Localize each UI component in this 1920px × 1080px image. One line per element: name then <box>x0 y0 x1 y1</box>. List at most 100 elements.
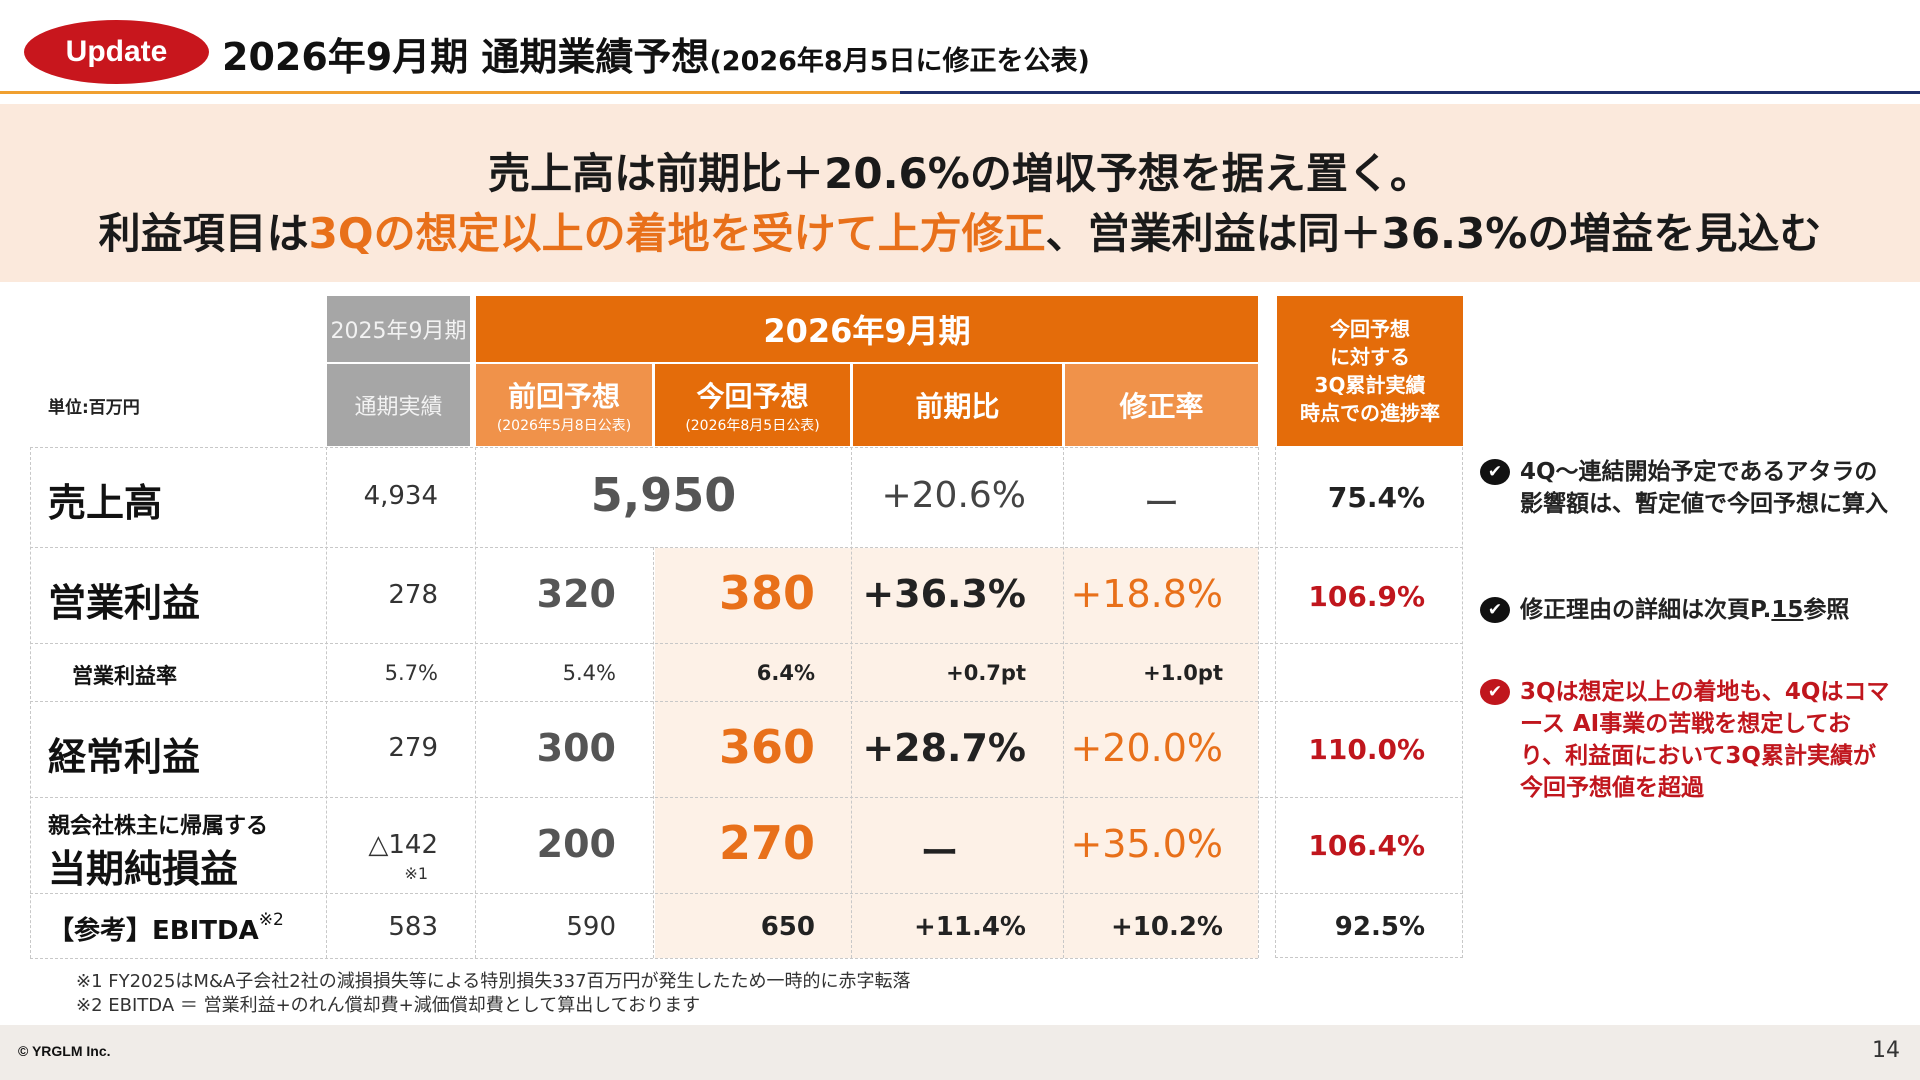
check-icon: ✔ <box>1480 679 1510 705</box>
check-icon: ✔ <box>1480 459 1510 485</box>
ordinary-progress: 110.0% <box>1308 733 1425 766</box>
key-message-post: 、営業利益は同＋36.3%の増益を見込む <box>1045 209 1822 258</box>
note-item: ✔ 修正理由の詳細は次頁P.15参照 <box>1480 594 1849 626</box>
sales-progress: 75.4% <box>1327 481 1425 514</box>
header: Update 2026年9月期 通期業績予想(2026年8月5日に修正を公表) <box>0 0 1920 96</box>
row-divider <box>30 797 1463 798</box>
ebitda-actual: 583 <box>388 912 438 942</box>
note-text: 修正理由の詳細は次頁P.15参照 <box>1520 594 1849 626</box>
net-progress: 106.4% <box>1308 829 1425 862</box>
net-cur-forecast: 270 <box>718 816 815 870</box>
sales-yoy: +20.6% <box>881 475 1026 516</box>
ordinary-prev-forecast: 300 <box>536 726 616 770</box>
note-text-post: 参照 <box>1803 597 1850 623</box>
row-label-operating-profit: 営業利益 <box>48 581 201 625</box>
op-margin-yoy: +0.7pt <box>946 661 1026 685</box>
op-margin-revision: +1.0pt <box>1143 661 1223 685</box>
op-margin-prev: 5.4% <box>562 661 616 685</box>
col-header-cur-forecast-label: 今回予想 <box>696 380 809 413</box>
col-header-fy2026: 2026年9月期 <box>476 296 1258 362</box>
row-divider <box>30 643 1463 644</box>
footer-bar <box>0 1025 1920 1080</box>
row-divider <box>30 701 1463 702</box>
note-text-pre: 修正理由の詳細は次頁P. <box>1520 597 1772 623</box>
op-progress: 106.9% <box>1308 580 1425 613</box>
col-header-yoy: 前期比 <box>853 364 1062 446</box>
current-forecast-highlight <box>655 548 1258 958</box>
col-divider <box>851 447 852 958</box>
note-item: ✔ 4Q～連結開始予定であるアタラの影響額は、暫定値で今回予想に算入 <box>1480 456 1890 520</box>
sales-revision: ー <box>1143 484 1180 525</box>
row-divider <box>30 547 1463 548</box>
col-header-progress: 今回予想 に対する 3Q累計実績 時点での進捗率 <box>1277 296 1463 446</box>
ordinary-revision: +20.0% <box>1070 726 1223 770</box>
op-yoy: +36.3% <box>862 572 1026 616</box>
col-header-cur-forecast-date: (2026年8月5日公表) <box>685 418 820 434</box>
page-number: 14 <box>1872 1038 1900 1063</box>
copyright: © YRGLM Inc. <box>18 1043 111 1059</box>
key-message-highlight: 3Qの想定以上の着地を受けて上方修正 <box>308 209 1046 258</box>
footnote-2: ※2 EBITDA ＝ 営業利益+のれん償却費+減価償却費として算出しております <box>76 995 701 1016</box>
ordinary-actual: 279 <box>388 733 438 763</box>
page-title-sub: (2026年8月5日に修正を公表) <box>709 46 1090 77</box>
row-divider <box>30 958 1258 959</box>
op-prev-forecast: 320 <box>536 572 616 616</box>
col-header-revision-rate: 修正率 <box>1065 364 1258 446</box>
note-text: 3Qは想定以上の着地も、4Qはコマース AI事業の苦戦を想定しており、利益面にお… <box>1520 679 1890 801</box>
row-label-ordinary-profit: 経常利益 <box>48 735 201 779</box>
footnotes: ※1 FY2025はM&A子会社2社の減損損失等による特別損失337百万円が発生… <box>76 970 911 1018</box>
note-text: 4Q～連結開始予定であるアタラの影響額は、暫定値で今回予想に算入 <box>1520 459 1888 517</box>
net-yoy: ー <box>920 831 959 875</box>
col-header-prev-forecast: 前回予想 (2026年5月8日公表) <box>476 364 652 446</box>
op-revision: +18.8% <box>1070 572 1223 616</box>
net-prev-forecast: 200 <box>536 822 616 866</box>
col-header-prev-forecast-label: 前回予想 <box>507 380 620 413</box>
col-divider <box>326 447 327 958</box>
op-margin-cur: 6.4% <box>756 661 815 685</box>
ebitda-revision: +10.2% <box>1111 912 1223 942</box>
net-revision: +35.0% <box>1070 822 1223 866</box>
check-icon: ✔ <box>1480 597 1510 623</box>
ordinary-cur-forecast: 360 <box>718 720 815 774</box>
row-label-ebitda-note: ※2 <box>258 910 284 930</box>
key-message-line2: 利益項目は3Qの想定以上の着地を受けて上方修正、営業利益は同＋36.3%の増益を… <box>0 200 1920 261</box>
sales-forecast: 5,950 <box>590 468 737 522</box>
row-label-net-income-sub: 親会社株主に帰属する <box>48 814 269 839</box>
ebitda-prev: 590 <box>566 912 616 942</box>
progress-column-box <box>1275 447 1463 958</box>
col-header-prev-forecast-date: (2026年5月8日公表) <box>496 418 632 434</box>
page-title: 2026年9月期 通期業績予想(2026年8月5日に修正を公表) <box>222 26 1090 81</box>
row-label-net-income: 当期純損益 <box>48 847 239 891</box>
ordinary-yoy: +28.7% <box>862 726 1026 770</box>
col-divider <box>475 447 476 958</box>
op-margin-actual: 5.7% <box>384 661 438 685</box>
header-divider-accent <box>900 91 1920 94</box>
unit-label: 単位:百万円 <box>48 398 140 418</box>
key-message-line1: 売上高は前期比＋20.6%の増収予想を据え置く。 <box>488 149 1432 198</box>
col-header-prev-year: 2025年9月期 <box>327 296 470 362</box>
note-item: ✔ 3Qは想定以上の着地も、4Qはコマース AI事業の苦戦を想定しており、利益面… <box>1480 676 1890 804</box>
net-actual: △142 <box>368 830 438 860</box>
net-actual-note: ※1 <box>404 864 428 883</box>
key-message-pre: 利益項目は <box>98 209 309 258</box>
col-divider <box>30 447 31 958</box>
sales-actual: 4,934 <box>363 481 438 511</box>
key-message: 売上高は前期比＋20.6%の増収予想を据え置く。 利益項目は3Qの想定以上の着地… <box>0 104 1920 282</box>
row-label-ebitda: 【参考】EBITDA※2 <box>48 910 284 947</box>
row-divider <box>30 893 1463 894</box>
col-header-prev-year-actual: 通期実績 <box>327 364 470 446</box>
row-divider <box>30 447 1258 448</box>
row-label-op-margin: 営業利益率 <box>72 664 177 688</box>
row-label-sales: 売上高 <box>48 481 163 525</box>
col-divider <box>1258 447 1259 958</box>
note-page-link[interactable]: 15 <box>1771 597 1804 623</box>
col-divider <box>1063 447 1064 958</box>
ebitda-yoy: +11.4% <box>914 912 1026 942</box>
op-actual: 278 <box>388 580 438 610</box>
page-title-main: 2026年9月期 通期業績予想 <box>222 35 710 79</box>
update-badge: Update <box>24 20 209 84</box>
ebitda-cur: 650 <box>760 912 815 942</box>
footnote-1: ※1 FY2025はM&A子会社2社の減損損失等による特別損失337百万円が発生… <box>76 971 911 992</box>
col-header-cur-forecast: 今回予想 (2026年8月5日公表) <box>655 364 850 446</box>
op-cur-forecast: 380 <box>718 566 815 620</box>
